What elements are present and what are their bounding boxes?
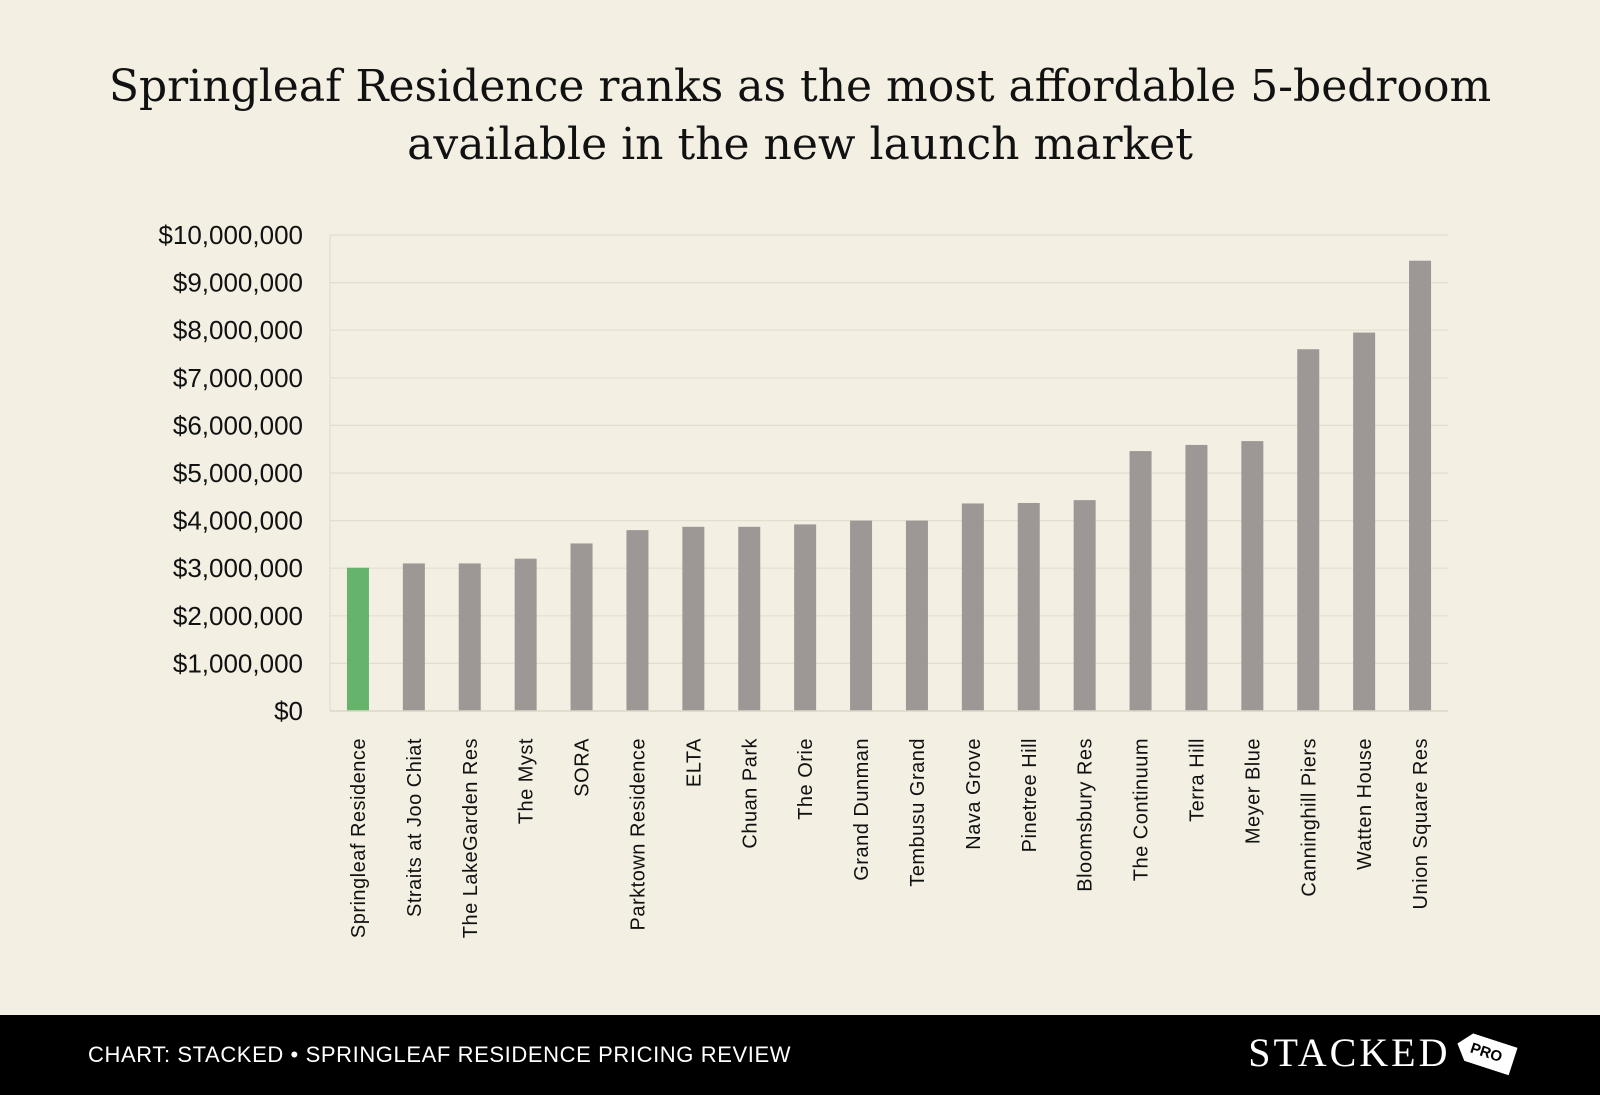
stacked-logo[interactable]: STACKED PRO (1248, 1029, 1515, 1076)
y-tick-label: $4,000,000 (173, 506, 303, 536)
y-tick-label: $0 (274, 696, 303, 726)
y-tick-label: $7,000,000 (173, 363, 303, 393)
bar (1241, 441, 1264, 711)
y-tick-label: $1,000,000 (173, 648, 303, 678)
y-tick-label: $5,000,000 (173, 458, 303, 488)
chart-title-line-1: Springleaf Residence ranks as the most a… (108, 61, 1492, 112)
x-tick-label: Meyer Blue (1242, 738, 1264, 844)
x-tick-label: ELTA (683, 738, 705, 787)
x-tick-label: Bloomsbury Res (1075, 738, 1097, 892)
x-tick-label: The Orie (795, 738, 817, 820)
chart-credit: CHART: STACKED • SPRINGLEAF RESIDENCE PR… (88, 1042, 792, 1067)
bar (570, 543, 593, 711)
bars (346, 260, 1432, 711)
x-tick-label: Terra Hill (1186, 738, 1208, 822)
x-tick-label: The LakeGarden Res (460, 738, 482, 938)
x-tick-label: Parktown Residence (627, 738, 649, 930)
x-tick-label: Chuan Park (739, 738, 761, 849)
gridlines (330, 234, 1448, 712)
bar (402, 563, 425, 711)
chart-title-line-2: available in the new launch market (407, 119, 1193, 170)
bar (682, 526, 705, 711)
bar (961, 503, 984, 711)
y-axis: $0 $1,000,000 $2,000,000 $3,000,000 $4,000,0… (158, 220, 331, 726)
bar (514, 558, 537, 711)
bar (850, 520, 873, 711)
x-tick-label: Tembusu Grand (907, 738, 929, 887)
y-tick-label: $3,000,000 (173, 553, 303, 583)
footer-bar: CHART: STACKED • SPRINGLEAF RESIDENCE PR… (0, 1015, 1600, 1095)
bar (626, 530, 649, 711)
bar (1297, 349, 1320, 711)
x-tick-label: The Myst (516, 738, 538, 824)
bar (1073, 500, 1096, 711)
chart-title: Springleaf Residence ranks as the most a… (60, 58, 1540, 174)
bar (458, 563, 481, 711)
y-tick-label: $6,000,000 (173, 410, 303, 440)
y-tick-label: $8,000,000 (173, 315, 303, 345)
bar (1409, 260, 1432, 711)
bar (1129, 451, 1152, 711)
x-tick-label: The Continuum (1131, 738, 1153, 881)
bar (1353, 332, 1376, 711)
x-tick-label: Springleaf Residence (348, 738, 370, 938)
x-tick-label: Watten House (1354, 738, 1376, 870)
x-tick-label: Canninghill Piers (1298, 738, 1320, 897)
bar (738, 526, 761, 711)
bar (346, 567, 369, 711)
y-tick-label: $9,000,000 (173, 268, 303, 298)
x-tick-label: Grand Dunman (851, 738, 873, 881)
pro-badge: PRO (1453, 1030, 1518, 1076)
bar-chart: $0 $1,000,000 $2,000,000 $3,000,000 $4,000,0… (158, 220, 1448, 938)
x-tick-label: Pinetree Hill (1019, 738, 1041, 852)
y-tick-label: $2,000,000 (173, 601, 303, 631)
x-tick-label: Nava Grove (963, 738, 985, 850)
bar (794, 524, 817, 711)
x-tick-label: Straits at Joo Chiat (404, 738, 426, 917)
x-axis: Springleaf Residence Straits at Joo Chiat… (330, 710, 1448, 938)
y-tick-label: $10,000,000 (158, 220, 303, 250)
bar (905, 520, 928, 711)
x-tick-label: SORA (572, 738, 594, 797)
x-tick-label: Union Square Res (1410, 738, 1432, 909)
brand-name: STACKED (1248, 1030, 1451, 1075)
bar (1017, 502, 1040, 711)
bar (1185, 444, 1208, 711)
